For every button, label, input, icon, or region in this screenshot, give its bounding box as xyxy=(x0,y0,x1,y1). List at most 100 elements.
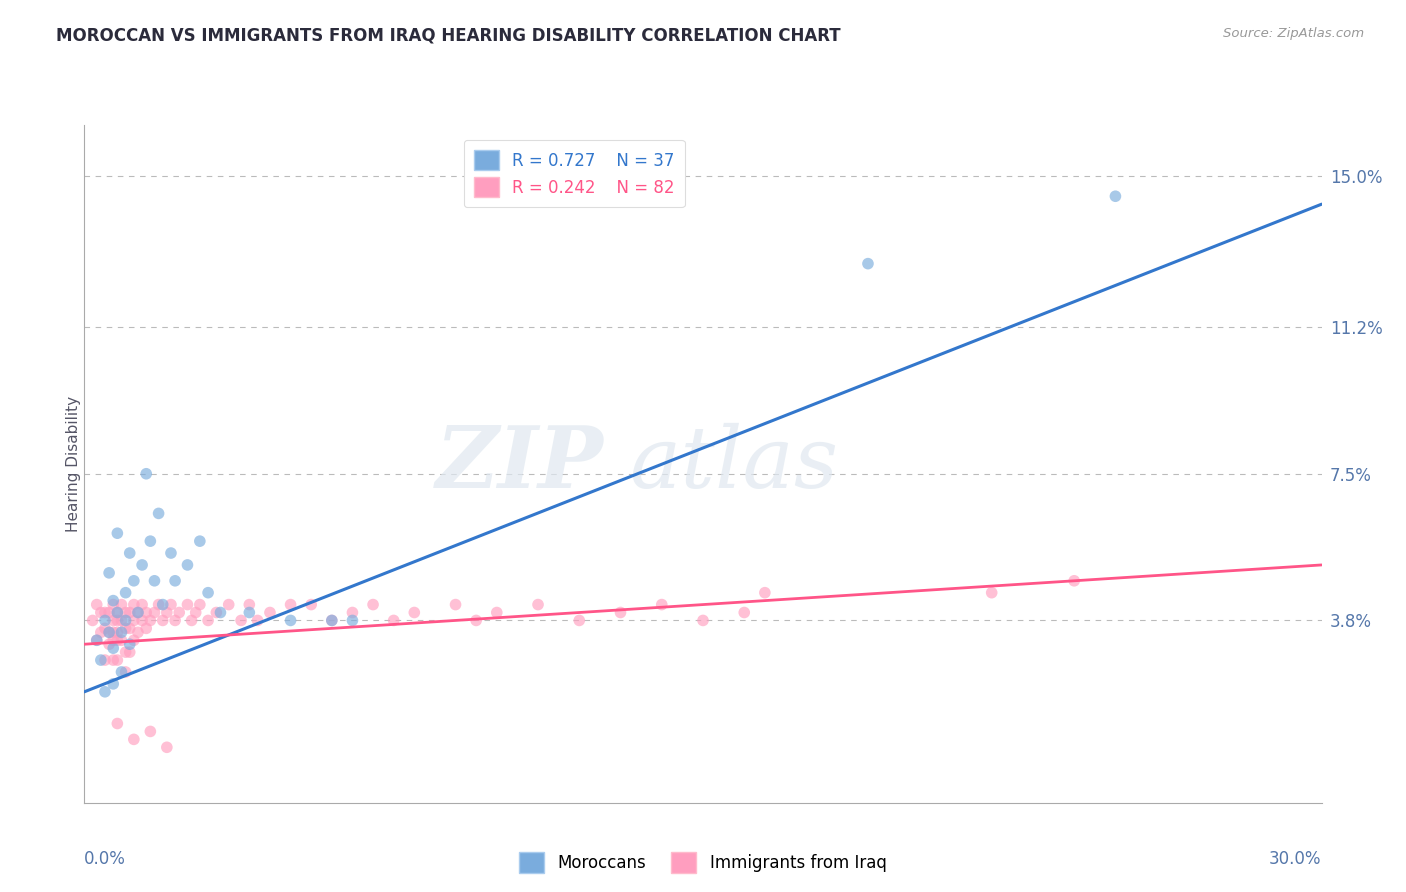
Point xyxy=(90,653,112,667)
Point xyxy=(82,614,104,628)
Point xyxy=(527,598,550,612)
Point xyxy=(568,614,591,628)
Point xyxy=(122,633,145,648)
Point xyxy=(238,598,260,612)
Point xyxy=(90,606,112,620)
Point xyxy=(118,606,141,620)
Point xyxy=(382,614,405,628)
Point xyxy=(118,645,141,659)
Point xyxy=(165,574,187,588)
Text: atlas: atlas xyxy=(628,423,838,505)
Point xyxy=(299,598,322,612)
Point xyxy=(188,534,211,549)
Point xyxy=(156,740,179,755)
Point xyxy=(103,593,125,607)
Point xyxy=(127,606,149,620)
Point xyxy=(361,598,384,612)
Point xyxy=(176,598,198,612)
Point xyxy=(1063,574,1085,588)
Point xyxy=(980,585,1002,599)
Point xyxy=(98,566,121,580)
Point xyxy=(131,598,153,612)
Point xyxy=(754,585,776,599)
Point xyxy=(167,606,190,620)
Point xyxy=(110,598,132,612)
Point xyxy=(131,558,153,572)
Point xyxy=(114,614,136,628)
Point xyxy=(160,546,183,560)
Point xyxy=(1104,189,1126,203)
Point xyxy=(103,614,125,628)
Point xyxy=(152,598,174,612)
Point xyxy=(342,614,364,628)
Point xyxy=(114,665,136,679)
Point xyxy=(110,665,132,679)
Point xyxy=(152,614,174,628)
Point xyxy=(103,641,125,656)
Point xyxy=(103,677,125,691)
Point xyxy=(180,614,202,628)
Point xyxy=(114,645,136,659)
Text: ZIP: ZIP xyxy=(436,422,605,506)
Point xyxy=(105,614,128,628)
Point xyxy=(103,633,125,648)
Point xyxy=(165,614,187,628)
Point xyxy=(733,606,755,620)
Legend: R = 0.727    N = 37, R = 0.242    N = 82: R = 0.727 N = 37, R = 0.242 N = 82 xyxy=(464,140,685,207)
Point xyxy=(342,606,364,620)
Point xyxy=(143,574,166,588)
Point xyxy=(105,716,128,731)
Point xyxy=(86,633,108,648)
Point xyxy=(103,625,125,640)
Point xyxy=(122,732,145,747)
Point xyxy=(103,598,125,612)
Point xyxy=(98,606,121,620)
Point xyxy=(98,625,121,640)
Point xyxy=(94,606,117,620)
Point xyxy=(105,606,128,620)
Point xyxy=(105,653,128,667)
Point xyxy=(444,598,467,612)
Point xyxy=(110,625,132,640)
Point xyxy=(122,614,145,628)
Point xyxy=(114,606,136,620)
Point xyxy=(197,614,219,628)
Text: 0.0%: 0.0% xyxy=(84,850,127,868)
Point xyxy=(110,614,132,628)
Point xyxy=(139,534,162,549)
Text: Source: ZipAtlas.com: Source: ZipAtlas.com xyxy=(1223,27,1364,40)
Point xyxy=(465,614,488,628)
Point xyxy=(86,633,108,648)
Point xyxy=(118,637,141,651)
Point xyxy=(105,606,128,620)
Point xyxy=(94,621,117,635)
Point xyxy=(651,598,673,612)
Point xyxy=(118,546,141,560)
Y-axis label: Hearing Disability: Hearing Disability xyxy=(66,396,80,532)
Text: MOROCCAN VS IMMIGRANTS FROM IRAQ HEARING DISABILITY CORRELATION CHART: MOROCCAN VS IMMIGRANTS FROM IRAQ HEARING… xyxy=(56,27,841,45)
Point xyxy=(139,614,162,628)
Point xyxy=(218,598,240,612)
Point xyxy=(114,585,136,599)
Point xyxy=(404,606,426,620)
Point xyxy=(205,606,228,620)
Point xyxy=(148,507,170,521)
Point xyxy=(105,625,128,640)
Text: 30.0%: 30.0% xyxy=(1270,850,1322,868)
Point xyxy=(485,606,508,620)
Point xyxy=(86,598,108,612)
Point xyxy=(143,606,166,620)
Point xyxy=(127,625,149,640)
Point xyxy=(122,574,145,588)
Point xyxy=(103,653,125,667)
Point xyxy=(176,558,198,572)
Point xyxy=(105,526,128,541)
Point xyxy=(246,614,269,628)
Point xyxy=(148,598,170,612)
Legend: Moroccans, Immigrants from Iraq: Moroccans, Immigrants from Iraq xyxy=(513,846,893,880)
Point xyxy=(114,621,136,635)
Point xyxy=(156,606,179,620)
Point xyxy=(280,598,302,612)
Point xyxy=(160,598,183,612)
Point xyxy=(94,653,117,667)
